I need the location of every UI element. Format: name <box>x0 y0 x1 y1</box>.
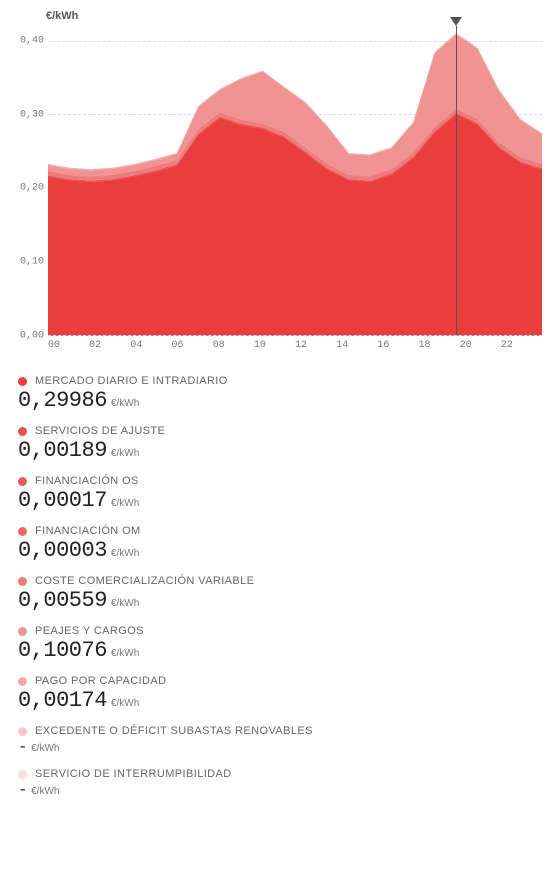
legend-dot-icon <box>18 527 27 536</box>
legend-item-head: FINANCIACIÓN OS <box>18 475 536 487</box>
x-tick-label: 06 <box>172 340 213 351</box>
legend-value: 0,00017 <box>18 488 107 513</box>
legend-dot-icon <box>18 770 27 779</box>
legend-unit: €/kWh <box>111 398 139 409</box>
legend-unit: €/kWh <box>31 786 59 797</box>
x-tick-label: 10 <box>254 340 295 351</box>
legend-value: 0,00559 <box>18 588 107 613</box>
legend-label: SERVICIOS DE AJUSTE <box>35 425 165 437</box>
x-tick-label: 14 <box>336 340 377 351</box>
legend-unit: €/kWh <box>111 498 139 509</box>
legend-value: 0,00003 <box>18 538 107 563</box>
legend-unit: €/kWh <box>111 598 139 609</box>
legend-value-row: 0,29986 €/kWh <box>18 388 536 413</box>
legend-value: 0,10076 <box>18 638 107 663</box>
legend-item: SERVICIO DE INTERRUMPIBILIDAD-€/kWh <box>18 768 536 799</box>
legend-label: COSTE COMERCIALIZACIÓN VARIABLE <box>35 575 254 587</box>
legend-dot-icon <box>18 377 27 386</box>
x-axis-labels: 000204060810121416182022 <box>48 340 542 361</box>
gridline <box>48 335 542 336</box>
legend-item: COSTE COMERCIALIZACIÓN VARIABLE0,00559 €/… <box>18 575 536 613</box>
y-tick-label: 0,00 <box>20 331 44 342</box>
area-mercado <box>48 114 542 335</box>
legend-label: FINANCIACIÓN OS <box>35 475 139 487</box>
legend-value-row: 0,00017 €/kWh <box>18 488 536 513</box>
hour-marker-line <box>456 26 457 335</box>
legend-item: EXCEDENTE O DÉFICIT SUBASTAS RENOVABLES-… <box>18 725 536 756</box>
legend-item-head: EXCEDENTE O DÉFICIT SUBASTAS RENOVABLES <box>18 725 536 737</box>
legend-item: PAGO POR CAPACIDAD0,00174 €/kWh <box>18 675 536 713</box>
legend-item-head: SERVICIOS DE AJUSTE <box>18 425 536 437</box>
x-tick-label: 12 <box>295 340 336 351</box>
stacked-area-svg <box>48 26 542 335</box>
legend-item: FINANCIACIÓN OS0,00017 €/kWh <box>18 475 536 513</box>
legend-item-head: MERCADO DIARIO E INTRADIARIO <box>18 375 536 387</box>
chart-plot[interactable] <box>48 26 542 336</box>
legend-dot-icon <box>18 427 27 436</box>
legend-label: EXCEDENTE O DÉFICIT SUBASTAS RENOVABLES <box>35 725 313 737</box>
x-tick-label: 16 <box>377 340 418 351</box>
legend-value: 0,00174 <box>18 688 107 713</box>
legend: MERCADO DIARIO E INTRADIARIO0,29986 €/kWh… <box>0 361 554 831</box>
legend-item: SERVICIOS DE AJUSTE0,00189 €/kWh <box>18 425 536 463</box>
legend-value-row: 0,10076 €/kWh <box>18 638 536 663</box>
y-axis-title: €/kWh <box>46 10 542 22</box>
y-tick-label: 0,40 <box>20 35 44 46</box>
legend-label: SERVICIO DE INTERRUMPIBILIDAD <box>35 768 232 780</box>
legend-label: MERCADO DIARIO E INTRADIARIO <box>35 375 228 387</box>
legend-value-row: 0,00003 €/kWh <box>18 538 536 563</box>
x-tick-label: 00 <box>48 340 89 351</box>
legend-dot-icon <box>18 677 27 686</box>
x-tick-label: 08 <box>213 340 254 351</box>
legend-dot-icon <box>18 627 27 636</box>
legend-item-head: SERVICIO DE INTERRUMPIBILIDAD <box>18 768 536 780</box>
y-tick-label: 0,20 <box>20 183 44 194</box>
x-tick-label: 04 <box>130 340 171 351</box>
hour-marker-icon <box>450 17 462 26</box>
legend-value: - <box>18 781 27 799</box>
legend-value: 0,29986 <box>18 388 107 413</box>
legend-item: FINANCIACIÓN OM0,00003 €/kWh <box>18 525 536 563</box>
legend-item: PEAJES Y CARGOS0,10076 €/kWh <box>18 625 536 663</box>
legend-value-row: -€/kWh <box>18 738 536 756</box>
legend-item: MERCADO DIARIO E INTRADIARIO0,29986 €/kWh <box>18 375 536 413</box>
y-axis-labels: 0,000,100,200,300,40 <box>8 26 44 336</box>
legend-item-head: FINANCIACIÓN OM <box>18 525 536 537</box>
legend-dot-icon <box>18 577 27 586</box>
legend-value-row: -€/kWh <box>18 781 536 799</box>
legend-dot-icon <box>18 727 27 736</box>
legend-dot-icon <box>18 477 27 486</box>
y-tick-label: 0,30 <box>20 109 44 120</box>
legend-value-row: 0,00174 €/kWh <box>18 688 536 713</box>
legend-label: FINANCIACIÓN OM <box>35 525 141 537</box>
x-tick-label: 22 <box>501 340 542 351</box>
legend-value: 0,00189 <box>18 438 107 463</box>
legend-unit: €/kWh <box>111 448 139 459</box>
legend-item-head: PEAJES Y CARGOS <box>18 625 536 637</box>
chart-area: 0,000,100,200,300,40 <box>48 26 542 336</box>
legend-value: - <box>18 738 27 756</box>
legend-item-head: COSTE COMERCIALIZACIÓN VARIABLE <box>18 575 536 587</box>
legend-label: PEAJES Y CARGOS <box>35 625 144 637</box>
legend-unit: €/kWh <box>111 698 139 709</box>
legend-label: PAGO POR CAPACIDAD <box>35 675 166 687</box>
legend-unit: €/kWh <box>31 743 59 754</box>
x-tick-label: 20 <box>460 340 501 351</box>
legend-item-head: PAGO POR CAPACIDAD <box>18 675 536 687</box>
y-tick-label: 0,10 <box>20 257 44 268</box>
legend-value-row: 0,00189 €/kWh <box>18 438 536 463</box>
chart-container: €/kWh 0,000,100,200,300,40 0002040608101… <box>0 0 554 361</box>
x-tick-label: 18 <box>419 340 460 351</box>
legend-unit: €/kWh <box>111 648 139 659</box>
x-tick-label: 02 <box>89 340 130 351</box>
legend-unit: €/kWh <box>111 548 139 559</box>
legend-value-row: 0,00559 €/kWh <box>18 588 536 613</box>
